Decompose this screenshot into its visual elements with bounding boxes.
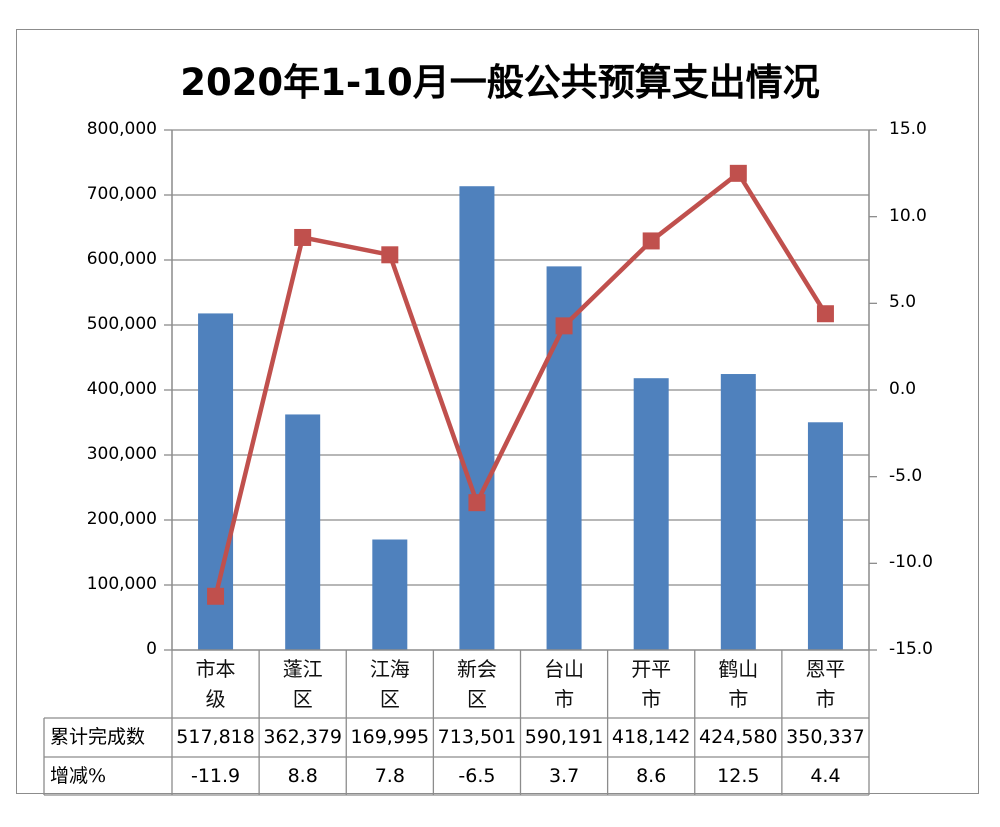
right-axis-tick-label: 15.0 [889,119,927,139]
table-cell: 8.8 [287,765,318,787]
square-marker-icon [207,587,225,605]
table-row-label: 增减% [50,765,107,787]
right-axis-tick-label: 10.0 [889,205,927,226]
right-axis-tick-label: -5.0 [889,465,923,486]
table-cell: 517,818 [176,726,255,748]
right-axis-tick-label: -15.0 [889,639,933,659]
square-marker-icon [381,246,399,264]
square-marker-icon [816,305,834,323]
table-cell: 424,580 [699,726,778,748]
line-series [207,164,834,605]
table-cell: -11.9 [190,765,241,787]
table-cell: -6.5 [458,765,496,787]
left-axis-tick-label: 400,000 [86,379,157,399]
table-cell: 7.8 [374,765,405,787]
left-axis-tick-label: 700,000 [86,184,157,204]
bar [285,414,321,650]
table-row-label: 累计完成数 [50,726,146,748]
category-label: 市本级 [195,657,236,711]
table-cell: 590,191 [524,726,604,748]
gridlines [172,129,869,586]
table-cell: 418,142 [611,726,691,748]
category-label: 蓬江区 [282,657,323,711]
axes [164,129,877,651]
bar [372,539,408,650]
chart-frame [16,29,979,794]
right-axis-tick-label: 5.0 [889,292,917,313]
table-cell: 350,337 [786,726,865,748]
left-axis-tick-label: 300,000 [86,444,157,464]
bar-series [198,186,843,650]
bar [633,378,669,650]
square-marker-icon [642,232,660,250]
chart-title: 2020年1-10月一般公共预算支出情况 [180,61,820,104]
line-path [213,171,828,597]
square-marker-icon [468,494,486,512]
left-axis-tick-label: 100,000 [86,574,157,594]
left-axis-tick-label: 200,000 [86,509,157,529]
right-axis-tick-label: -10.0 [889,552,933,573]
left-axis-tick-label: 600,000 [86,249,157,269]
category-label: 江海区 [369,657,410,711]
left-axis-tick-label: 800,000 [86,119,157,139]
category-label: 台山市 [544,657,585,711]
category-label: 恩平市 [805,657,846,711]
table-cell: 169,995 [350,726,430,748]
bar [720,374,756,650]
table-cell: 362,379 [263,726,342,748]
bar [459,186,495,650]
table-cell: 4.4 [810,765,841,787]
data-table-grid [43,649,870,796]
category-label: 新会区 [456,657,497,711]
table-cell: 12.5 [717,765,760,787]
table-cell: 3.7 [548,765,580,787]
right-axis-tick-label: 0.0 [889,379,917,399]
category-label: 开平市 [631,657,672,711]
category-label: 鹤山市 [718,657,759,711]
table-cell: 713,501 [437,726,517,748]
left-axis-tick-label: 0 [146,639,157,659]
left-axis-tick-label: 500,000 [86,314,157,334]
square-marker-icon [294,228,312,246]
square-marker-icon [729,164,747,182]
table-cell: 8.6 [636,765,667,787]
bar [807,422,843,650]
square-marker-icon [555,317,573,335]
